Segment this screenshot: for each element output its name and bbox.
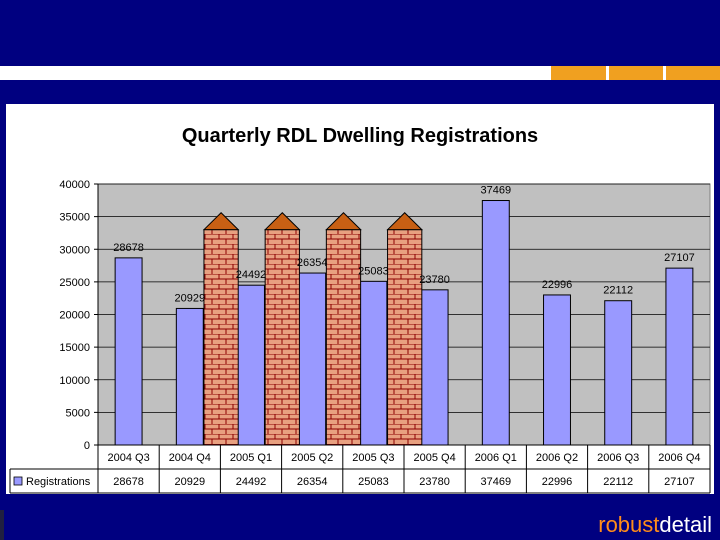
table-cell: 28678	[113, 476, 144, 488]
x-tick-label: 2006 Q1	[475, 452, 517, 464]
brand-part-2: detail	[659, 512, 712, 537]
y-tick-label: 10000	[59, 375, 90, 387]
house-roof	[386, 212, 424, 231]
y-tick-label: 25000	[59, 277, 90, 289]
data-label: 26354	[297, 257, 328, 269]
x-tick-label: 2006 Q2	[536, 452, 578, 464]
y-tick-label: 35000	[59, 212, 90, 224]
bar	[175, 307, 204, 446]
y-tick-label: 0	[84, 440, 90, 452]
bar	[420, 289, 449, 446]
table-cell: 26354	[297, 476, 328, 488]
x-tick-label: 2006 Q3	[597, 452, 639, 464]
x-tick-label: 2006 Q4	[658, 452, 700, 464]
x-tick-label: 2005 Q3	[352, 452, 394, 464]
chart-svg: Quarterly RDL Dwelling Registrations 286…	[9, 125, 711, 494]
y-tick-label: 20000	[59, 310, 90, 322]
table-cell: 25083	[358, 476, 389, 488]
x-tick-label: 2004 Q3	[107, 452, 149, 464]
house-roof	[202, 212, 240, 231]
header-tab-1	[551, 66, 606, 80]
header-band	[0, 0, 720, 66]
bar	[298, 272, 327, 446]
x-tick-label: 2005 Q2	[291, 452, 333, 464]
data-label: 27107	[664, 252, 695, 264]
x-tick-label: 2005 Q1	[230, 452, 272, 464]
house-roof	[263, 212, 301, 231]
footer-band	[0, 510, 720, 540]
data-label: 22112	[603, 285, 633, 297]
chart-area: Quarterly RDL Dwelling Registrations 286…	[6, 104, 714, 494]
data-label: 23780	[419, 274, 450, 286]
brand-logo: robustdetail	[598, 512, 712, 538]
data-label: 20929	[175, 292, 206, 304]
bar	[359, 280, 388, 446]
bar	[237, 284, 265, 446]
y-tick-label: 15000	[59, 342, 90, 354]
house-wall	[387, 229, 423, 446]
y-tick-label: 40000	[59, 179, 90, 191]
house-wall	[325, 229, 362, 446]
bar	[481, 200, 510, 446]
table-cell: 24492	[236, 476, 267, 488]
data-label: 25083	[358, 265, 389, 277]
x-tick-label: 2004 Q4	[169, 452, 211, 464]
data-label: 22996	[542, 279, 573, 291]
house-wall	[203, 229, 239, 446]
table-cell: 37469	[481, 476, 512, 488]
header-strip	[0, 66, 720, 80]
house-wall	[264, 229, 300, 446]
header-tab-2	[609, 66, 663, 80]
chart-title: Quarterly RDL Dwelling Registrations	[182, 125, 538, 147]
data-label: 24492	[236, 269, 267, 281]
y-tick-label: 5000	[66, 407, 90, 419]
header-tab-3	[666, 66, 720, 80]
bar	[114, 257, 143, 446]
data-label: 37469	[481, 185, 512, 197]
bar	[543, 294, 571, 446]
bar	[604, 300, 633, 446]
table-cell: 23780	[419, 476, 450, 488]
footer-edge	[0, 510, 4, 540]
x-tick-label: 2005 Q4	[413, 452, 455, 464]
data-label: 28678	[113, 242, 144, 254]
y-tick-label: 30000	[59, 244, 90, 256]
legend-swatch	[13, 476, 23, 486]
brand-part-1: robust	[598, 512, 660, 537]
bar	[665, 267, 694, 446]
table-cell: 20929	[175, 476, 206, 488]
table-cell: 22112	[603, 476, 633, 488]
house-roof	[325, 212, 362, 231]
legend-label: Registrations	[26, 476, 91, 488]
table-cell: 22996	[542, 476, 573, 488]
table-cell: 27107	[664, 476, 695, 488]
